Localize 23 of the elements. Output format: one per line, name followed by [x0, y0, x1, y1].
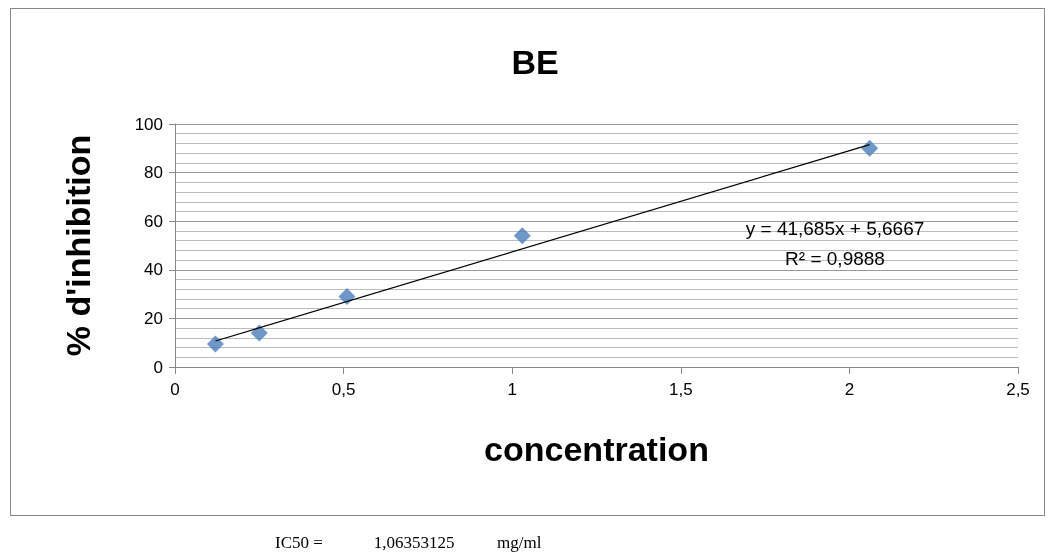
x-tick-label: 0 — [170, 380, 180, 399]
x-tick-label: 2,5 — [1006, 380, 1030, 399]
y-tick-label: 80 — [144, 163, 163, 183]
point — [513, 227, 531, 245]
point — [338, 288, 356, 306]
y-tick-label: 60 — [144, 211, 163, 231]
chart-title: BE — [511, 43, 559, 81]
x-axis-title: concentration — [484, 430, 709, 468]
annotation: R² = 0,9888 — [785, 247, 885, 269]
y-tick-label: 40 — [144, 260, 163, 280]
y-axis-title: % d'inhibition — [59, 134, 97, 357]
y-tick-label: 100 — [134, 114, 163, 134]
x-tick-label: 1 — [507, 380, 517, 399]
point — [206, 335, 224, 353]
annotation: y = 41,685x + 5,6667 — [745, 217, 925, 239]
text: IC50 = 1,06353125 mg/ml — [275, 532, 542, 552]
x-tick-label: 2 — [844, 380, 855, 399]
point — [250, 324, 268, 342]
y-tick-label: 0 — [153, 357, 163, 377]
point — [861, 139, 879, 157]
x-tick-label: 0,5 — [331, 380, 356, 399]
y-tick-label: 20 — [144, 308, 163, 328]
x-tick-label: 1,5 — [668, 380, 693, 399]
